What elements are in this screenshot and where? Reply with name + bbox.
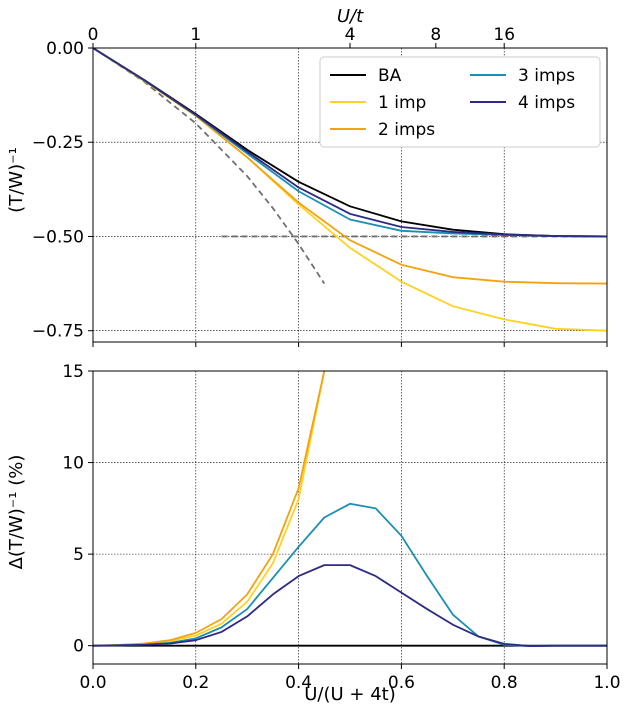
- y-tick-label-0: 0.00: [46, 39, 84, 59]
- legend-label-BA: BA: [378, 66, 402, 86]
- top-x-tick-label-4: 16: [493, 25, 515, 45]
- series-line-4-imps: [93, 48, 607, 238]
- bottom-panel: 0.0 0.2 0.4 0.6 0.8 1.0 0 5 10 15: [62, 362, 620, 693]
- series-line-3-imps: [93, 502, 607, 647]
- top-x-tick-label-2: 4: [345, 25, 356, 45]
- x-tick-label-1: 0.2: [182, 673, 209, 693]
- reference-curve-0: [93, 48, 326, 285]
- plot-area: [93, 48, 607, 332]
- plot-frame: [92, 370, 608, 665]
- bottom-y-axis-label: Δ(T/W)⁻¹ (%): [6, 455, 27, 570]
- y-tick-label-1: −0.25: [32, 133, 84, 153]
- legend-label-2-imps: 2 imps: [378, 120, 435, 140]
- plot-area: [93, 371, 607, 647]
- y-tick-label-2: 10: [62, 454, 84, 474]
- legend-label-3-imps: 3 imps: [518, 66, 575, 86]
- x-tick-label-0: 0.0: [79, 673, 106, 693]
- legend: BA 1 imp 2 imps 3 imps 4 imps: [319, 56, 601, 148]
- legend-label-1-imp: 1 imp: [378, 93, 426, 113]
- top-y-axis-label: (T/W)⁻¹: [6, 147, 27, 213]
- y-tick-label-1: 5: [73, 545, 84, 565]
- y-tick-label-3: 15: [62, 362, 84, 382]
- y-tick-label-3: −0.75: [32, 322, 84, 342]
- top-x-tick-label-0: 0: [88, 25, 99, 45]
- legend-label-4-imps: 4 imps: [518, 93, 575, 113]
- x-tick-label-4: 0.8: [491, 673, 518, 693]
- y-tick-label-0: 0: [73, 637, 84, 657]
- x-tick-label-2: 0.4: [285, 673, 312, 693]
- series-line-1-imp: [93, 371, 326, 647]
- top-x-tick-label-1: 1: [190, 25, 201, 45]
- x-tick-label-5: 1.0: [593, 673, 620, 693]
- top-x-axis-label: U/t: [337, 6, 364, 27]
- series-line-4-imps: [93, 564, 607, 647]
- y-tick-label-2: −0.50: [32, 227, 84, 247]
- legend-box: [319, 56, 601, 148]
- x-tick-label-3: 0.6: [388, 673, 415, 693]
- top-x-tick-label-3: 8: [430, 25, 441, 45]
- top-panel: 0.00 −0.25 −0.50 −0.75 0 1 4 8 16: [32, 25, 608, 347]
- bottom-x-axis-label: U/(U + 4t): [304, 684, 396, 705]
- series-line-2-imps: [93, 371, 326, 647]
